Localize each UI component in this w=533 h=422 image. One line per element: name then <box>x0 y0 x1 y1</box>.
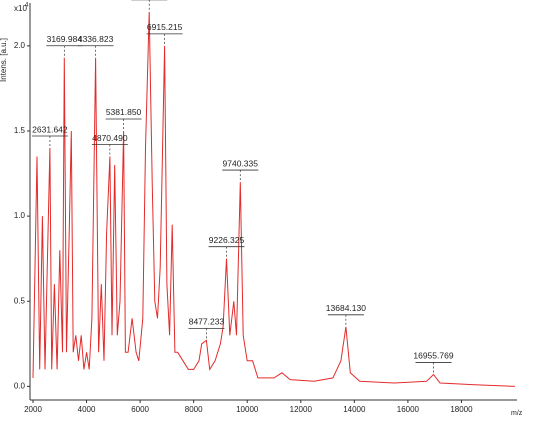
y-tick-label: 1.0 <box>14 211 26 220</box>
y-tick-label: 0.5 <box>14 296 26 305</box>
x-tick-label: 6000 <box>131 405 149 414</box>
x-tick-label: 4000 <box>78 405 96 414</box>
x-tick-label: 16000 <box>397 405 420 414</box>
x-tick-label: 18000 <box>450 405 473 414</box>
annotation-label: 9740.335 <box>223 158 259 168</box>
x-tick-label: 10000 <box>236 405 259 414</box>
annotation-label: 5381.850 <box>106 107 142 117</box>
x-tick-label: 2000 <box>24 405 42 414</box>
annotation-label: 4870.490 <box>92 133 128 143</box>
annotation-label: 13684.130 <box>326 303 366 313</box>
y-tick-label: 2.0 <box>14 41 26 50</box>
spectrum-line <box>32 11 516 387</box>
annotation-label: 6915.215 <box>147 22 183 32</box>
x-tick-label: 8000 <box>185 405 203 414</box>
annotation-label: 16955.769 <box>413 351 453 361</box>
x-tick-label: 12000 <box>290 405 313 414</box>
annotation-label: 2631.642 <box>32 124 68 134</box>
x-label: m/z <box>511 410 523 417</box>
annotation-label: 4336.823 <box>78 34 114 44</box>
annotation-label: 9226.325 <box>209 235 245 245</box>
y-tick-label: 0.0 <box>14 381 26 390</box>
annotation-label: 3169.984 <box>47 34 83 44</box>
y-multiplier-exp: 4 <box>25 3 29 9</box>
y-label: Intens. [a.u.] <box>0 38 8 82</box>
y-multiplier: x10 <box>14 4 27 13</box>
y-tick-label: 1.5 <box>14 126 26 135</box>
annotation-label: 8477.233 <box>189 317 225 327</box>
x-tick-label: 14000 <box>343 405 366 414</box>
